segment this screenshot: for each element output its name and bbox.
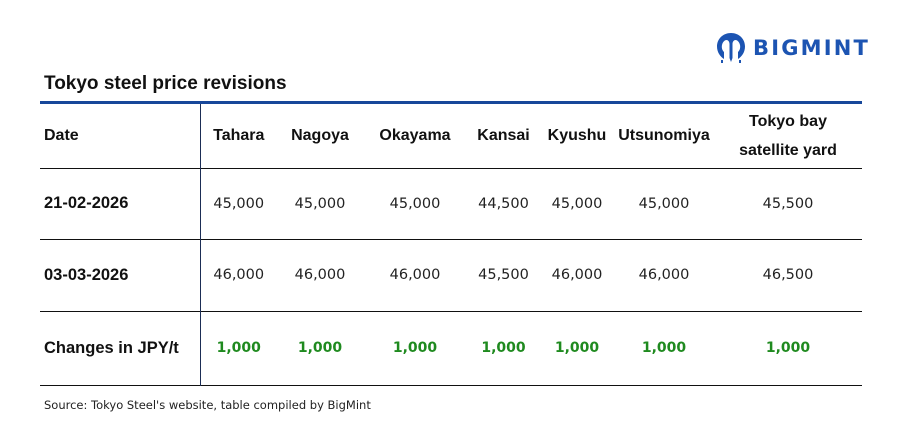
price-cell: 45,000 [638, 195, 690, 212]
top-rule [40, 101, 862, 104]
change-cell: 1,000 [216, 340, 261, 356]
price-cell: 45,500 [762, 195, 814, 212]
price-cell: 46,000 [213, 267, 265, 283]
price-cell: 45,000 [389, 195, 441, 212]
price-cell: 45,000 [551, 195, 603, 212]
brand-name: BIGMINT [753, 36, 871, 60]
table-row: 03-03-2026 46,000 46,000 46,000 45,500 4… [40, 239, 862, 311]
price-cell: 46,000 [389, 267, 441, 283]
row-date: 03-03-2026 [40, 239, 201, 311]
changes-row: Changes in JPY/t 1,000 1,000 1,000 1,000… [40, 311, 862, 385]
price-cell: 46,000 [638, 267, 690, 283]
price-table: Date Tahara Nagoya Okayama Kansai Kyushu… [40, 104, 862, 386]
price-cell: 46,000 [294, 267, 346, 283]
source-note: Source: Tokyo Steel's website, table com… [44, 398, 371, 412]
changes-label: Changes in JPY/t [40, 311, 201, 385]
header-row: Date Tahara Nagoya Okayama Kansai Kyushu… [40, 104, 862, 168]
bigmint-logo: BIGMINT [716, 31, 870, 65]
price-cell: 46,500 [762, 267, 814, 283]
header-kyushu: Kyushu [547, 126, 607, 144]
header-date: Date [40, 104, 201, 168]
price-cell: 45,000 [294, 195, 346, 212]
change-cell: 1,000 [765, 340, 811, 356]
change-cell: 1,000 [641, 340, 687, 356]
change-cell: 1,000 [392, 340, 438, 356]
price-cell: 44,500 [478, 195, 529, 212]
table-title: Tokyo steel price revisions [44, 73, 287, 94]
header-tokyo-bay-line2: satellite yard [739, 141, 837, 159]
row-date: 21-02-2026 [40, 168, 201, 239]
price-cell: 46,000 [551, 267, 603, 283]
header-tahara: Tahara [213, 126, 265, 144]
header-utsunomiya: Utsunomiya [618, 126, 710, 144]
header-tokyo-bay-line1: Tokyo bay [749, 112, 827, 130]
bigmint-people-icon [717, 33, 745, 63]
header-tokyo-bay: Tokyo bay satellite yard [714, 104, 862, 168]
header-okayama: Okayama [379, 126, 451, 144]
table-row: 21-02-2026 45,000 45,000 45,000 44,500 4… [40, 168, 862, 239]
header-nagoya: Nagoya [291, 126, 349, 144]
change-cell: 1,000 [481, 340, 526, 356]
change-cell: 1,000 [554, 340, 600, 356]
price-cell: 45,500 [478, 267, 529, 283]
change-cell: 1,000 [297, 340, 343, 356]
price-table-container: Date Tahara Nagoya Okayama Kansai Kyushu… [40, 101, 862, 386]
price-cell: 45,000 [213, 195, 265, 212]
header-kansai: Kansai [477, 126, 530, 144]
